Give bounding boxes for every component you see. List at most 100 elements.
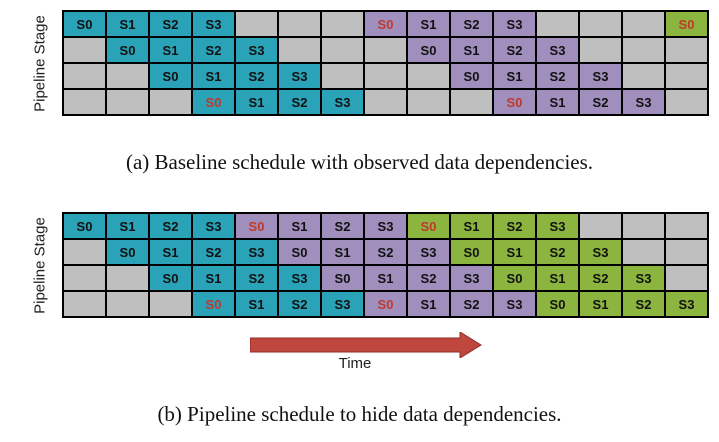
pipelined-cell-stage3-t5: S2 — [235, 265, 278, 291]
bottom-y-axis-label: Pipeline Stage — [31, 217, 49, 314]
pipelined-cell-stage4-t12: S0 — [536, 291, 579, 317]
pipelined-cell-stage4-t13: S1 — [579, 291, 622, 317]
baseline-cell-stage3-t3: S0 — [149, 63, 192, 89]
baseline-cell-stage4-t8 — [364, 89, 407, 115]
pipelined-cell-stage1-t1: S0 — [63, 213, 106, 239]
baseline-cell-stage2-t13 — [579, 37, 622, 63]
caption-b: (b) Pipeline schedule to hide data depen… — [157, 402, 562, 426]
caption-a: (a) Baseline schedule with observed data… — [125, 150, 594, 174]
pipelined-cell-stage2-t10: S0 — [450, 239, 493, 265]
baseline-cell-stage1-t12 — [536, 11, 579, 37]
pipelined-cell-stage2-t12: S2 — [536, 239, 579, 265]
pipelined-cell-stage2-t6: S0 — [278, 239, 321, 265]
pipelined-cell-stage4-t9: S1 — [407, 291, 450, 317]
pipelined-cell-stage3-t9: S2 — [407, 265, 450, 291]
baseline-cell-stage2-t10: S1 — [450, 37, 493, 63]
pipelined-cell-stage4-t11: S3 — [493, 291, 536, 317]
pipelined-cell-stage1-t8: S3 — [364, 213, 407, 239]
baseline-cell-stage1-t2: S1 — [106, 11, 149, 37]
pipelined-cell-stage3-t6: S3 — [278, 265, 321, 291]
pipelined-cell-stage2-t13: S3 — [579, 239, 622, 265]
baseline-cell-stage4-t7: S3 — [321, 89, 364, 115]
baseline-cell-stage2-t2: S0 — [106, 37, 149, 63]
pipelined-cell-stage2-t1 — [63, 239, 106, 265]
pipelined-cell-stage3-t4: S1 — [192, 265, 235, 291]
baseline-cell-stage4-t11: S0 — [493, 89, 536, 115]
baseline-cell-stage4-t10 — [450, 89, 493, 115]
hidden-dependency-schedule-grid: S0 S1 S2 S3 S0 S1 S2 S3 S0 S1 S2 S3 S0 S1 S2 S3 S0 S1 S2 S3… — [62, 212, 709, 318]
baseline-cell-stage4-t1 — [63, 89, 106, 115]
baseline-cell-stage4-t2 — [106, 89, 149, 115]
baseline-cell-stage2-t12: S3 — [536, 37, 579, 63]
baseline-cell-stage1-t13 — [579, 11, 622, 37]
baseline-cell-stage4-t3 — [149, 89, 192, 115]
baseline-cell-stage1-t1: S0 — [63, 11, 106, 37]
baseline-cell-stage3-t11: S1 — [493, 63, 536, 89]
pipelined-cell-stage4-t2 — [106, 291, 149, 317]
baseline-cell-stage2-t6 — [278, 37, 321, 63]
pipelined-cell-stage1-t5: S0 — [235, 213, 278, 239]
pipelined-cell-stage3-t2 — [106, 265, 149, 291]
pipelined-cell-stage4-t8: S0 — [364, 291, 407, 317]
baseline-cell-stage1-t15: S0 — [665, 11, 708, 37]
baseline-cell-stage1-t11: S3 — [493, 11, 536, 37]
baseline-cell-stage1-t4: S3 — [192, 11, 235, 37]
pipelined-cell-stage2-t9: S3 — [407, 239, 450, 265]
baseline-cell-stage2-t11: S2 — [493, 37, 536, 63]
baseline-cell-stage1-t14 — [622, 11, 665, 37]
pipelined-cell-stage1-t4: S3 — [192, 213, 235, 239]
pipelined-cell-stage4-t15: S3 — [665, 291, 708, 317]
baseline-cell-stage3-t6: S3 — [278, 63, 321, 89]
pipelined-cell-stage2-t8: S2 — [364, 239, 407, 265]
baseline-cell-stage2-t1 — [63, 37, 106, 63]
pipelined-cell-stage1-t12: S3 — [536, 213, 579, 239]
pipelined-cell-stage1-t2: S1 — [106, 213, 149, 239]
baseline-cell-stage3-t1 — [63, 63, 106, 89]
baseline-cell-stage2-t14 — [622, 37, 665, 63]
baseline-cell-stage4-t12: S1 — [536, 89, 579, 115]
pipelined-cell-stage3-t15 — [665, 265, 708, 291]
baseline-cell-stage3-t12: S2 — [536, 63, 579, 89]
pipelined-cell-stage3-t8: S1 — [364, 265, 407, 291]
baseline-cell-stage3-t15 — [665, 63, 708, 89]
baseline-cell-stage3-t5: S2 — [235, 63, 278, 89]
pipelined-cell-stage4-t10: S2 — [450, 291, 493, 317]
baseline-cell-stage2-t5: S3 — [235, 37, 278, 63]
baseline-cell-stage1-t8: S0 — [364, 11, 407, 37]
pipelined-cell-stage2-t5: S3 — [235, 239, 278, 265]
pipelined-cell-stage2-t7: S1 — [321, 239, 364, 265]
baseline-cell-stage2-t9: S0 — [407, 37, 450, 63]
pipelined-cell-stage2-t3: S1 — [149, 239, 192, 265]
pipelined-cell-stage1-t6: S1 — [278, 213, 321, 239]
baseline-cell-stage4-t5: S1 — [235, 89, 278, 115]
baseline-cell-stage1-t7 — [321, 11, 364, 37]
baseline-cell-stage3-t8 — [364, 63, 407, 89]
baseline-cell-stage4-t13: S2 — [579, 89, 622, 115]
baseline-cell-stage1-t3: S2 — [149, 11, 192, 37]
baseline-cell-stage1-t5 — [235, 11, 278, 37]
pipelined-cell-stage4-t6: S2 — [278, 291, 321, 317]
baseline-cell-stage2-t3: S1 — [149, 37, 192, 63]
pipelined-cell-stage2-t4: S2 — [192, 239, 235, 265]
baseline-cell-stage3-t9 — [407, 63, 450, 89]
pipelined-cell-stage1-t7: S2 — [321, 213, 364, 239]
pipelined-cell-stage2-t11: S1 — [493, 239, 536, 265]
baseline-cell-stage2-t4: S2 — [192, 37, 235, 63]
baseline-cell-stage2-t15 — [665, 37, 708, 63]
baseline-cell-stage1-t9: S1 — [407, 11, 450, 37]
pipelined-cell-stage2-t15 — [665, 239, 708, 265]
baseline-cell-stage1-t10: S2 — [450, 11, 493, 37]
pipelined-cell-stage4-t5: S1 — [235, 291, 278, 317]
pipelined-cell-stage4-t7: S3 — [321, 291, 364, 317]
baseline-cell-stage3-t14 — [622, 63, 665, 89]
pipelined-cell-stage3-t1 — [63, 265, 106, 291]
baseline-schedule-grid: S0 S1 S2 S3 S0 S1 S2 S3 S0 S0 S1 S2 S3 S0 S1 S2 S3 S0 S1 S2… — [62, 10, 709, 116]
pipelined-cell-stage1-t15 — [665, 213, 708, 239]
baseline-cell-stage3-t13: S3 — [579, 63, 622, 89]
pipelined-cell-stage3-t13: S2 — [579, 265, 622, 291]
pipelined-cell-stage2-t2: S0 — [106, 239, 149, 265]
pipelined-cell-stage2-t14 — [622, 239, 665, 265]
pipelined-cell-stage4-t1 — [63, 291, 106, 317]
pipelined-cell-stage4-t3 — [149, 291, 192, 317]
